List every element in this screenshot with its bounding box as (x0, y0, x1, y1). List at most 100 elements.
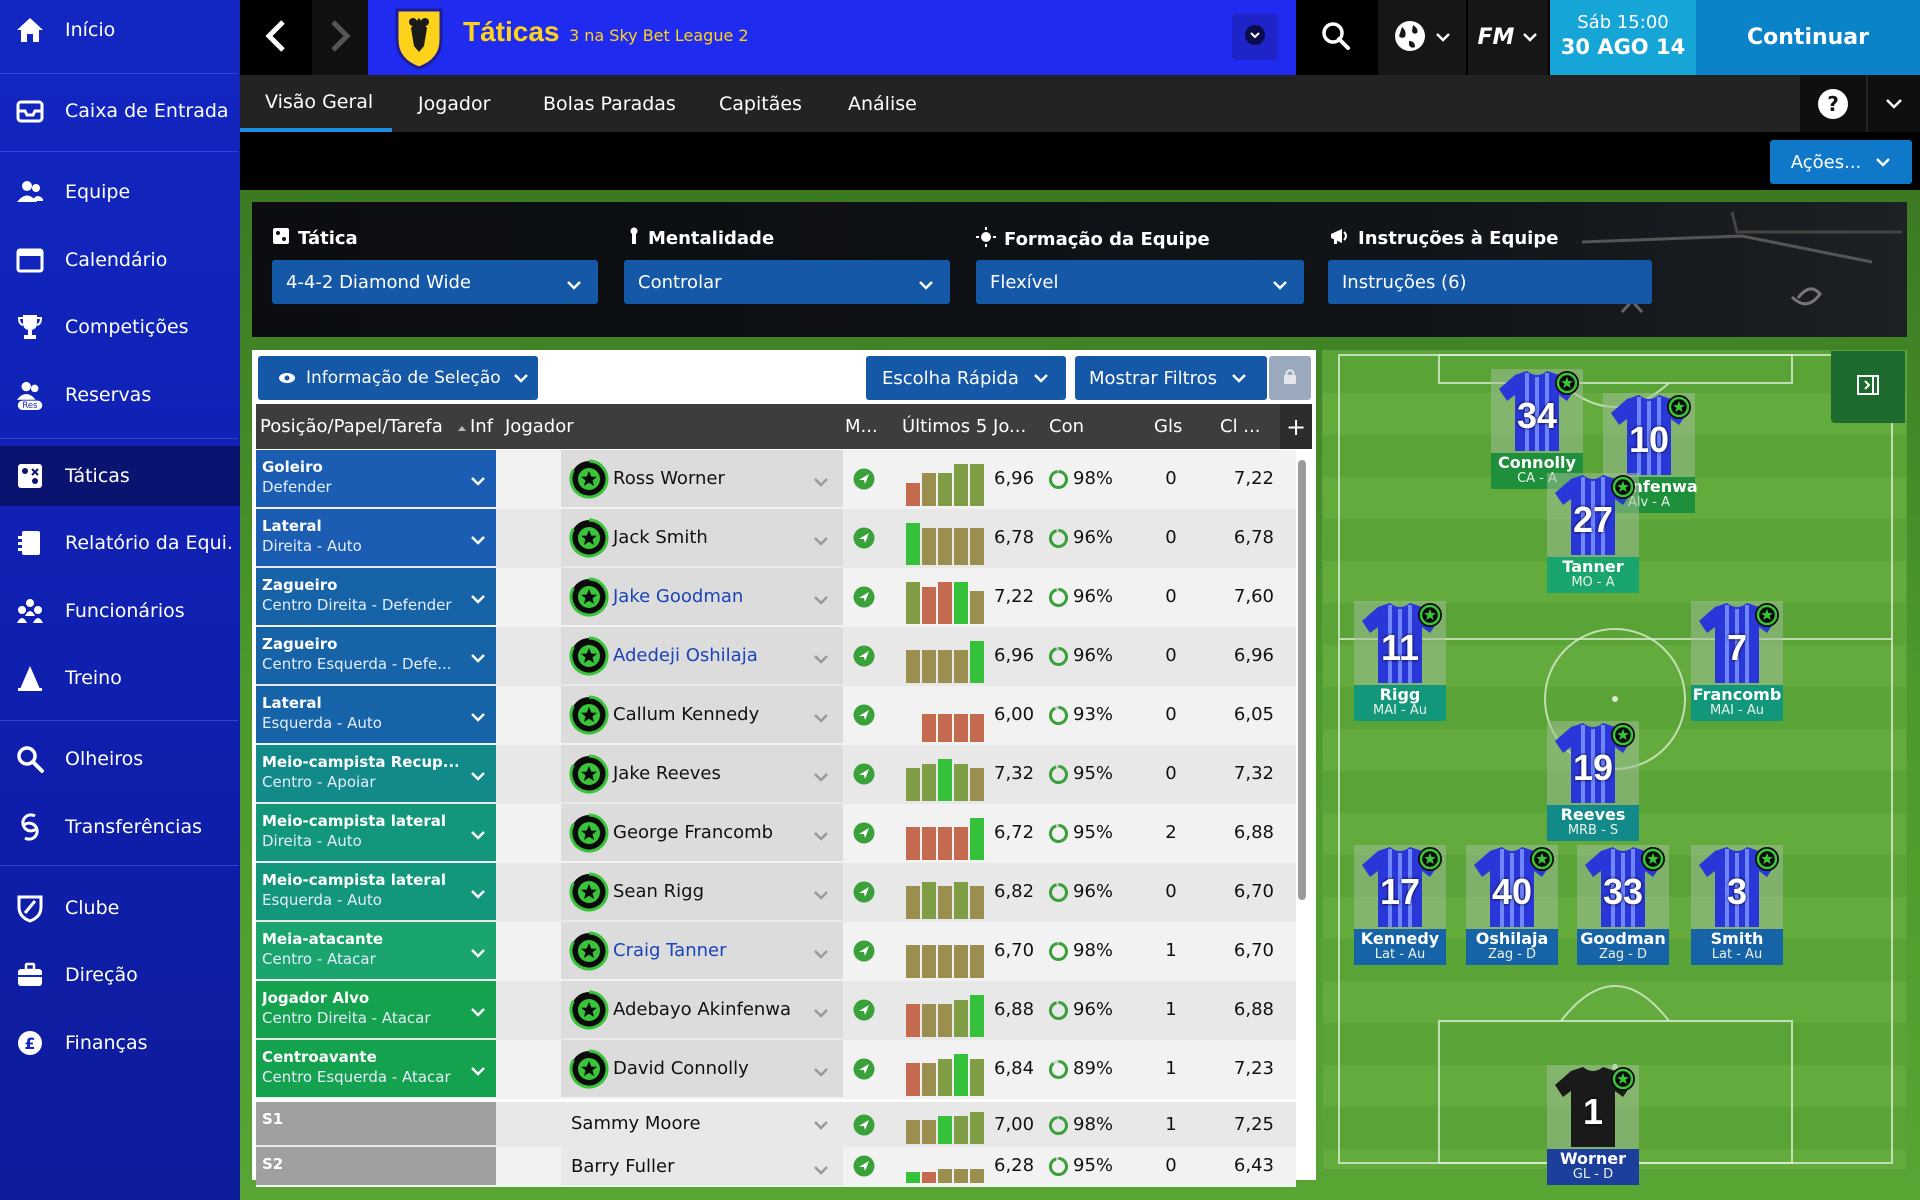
player-name[interactable]: David Connolly (613, 1058, 749, 1079)
player-selector[interactable]: David Connolly (561, 1040, 843, 1097)
table-row[interactable]: Meio-campista Recup... Centro - Apoiar Jak… (256, 745, 1296, 804)
table-row[interactable]: Meia-atacante Centro - Atacar Craig Tanner… (256, 922, 1296, 981)
table-row[interactable]: Lateral Direita - Auto Jack Smith 6,78 96% 0 6… (256, 509, 1296, 568)
player-name[interactable]: Jake Reeves (613, 763, 721, 784)
pitch-player[interactable]: 27 Tanner MO - A (1547, 473, 1639, 593)
team-instructions-button[interactable]: Instruções (6) (1328, 260, 1652, 304)
player-selector[interactable]: Callum Kennedy (561, 686, 843, 743)
back-button[interactable] (240, 0, 312, 75)
table-scrollbar[interactable] (1298, 460, 1306, 900)
team-shape-select[interactable]: Flexível (976, 260, 1304, 304)
position-role-selector[interactable]: Jogador Alvo Centro Direita - Atacar (256, 981, 496, 1038)
col-morale[interactable]: M... (845, 416, 878, 437)
help-menu-button[interactable] (1868, 75, 1920, 132)
position-role-selector[interactable]: Meia-atacante Centro - Atacar (256, 922, 496, 979)
player-name[interactable]: Ross Worner (613, 468, 725, 489)
selection-info-dropdown[interactable]: Informação de Seleção (258, 356, 538, 400)
player-selector[interactable]: Barry Fuller (561, 1147, 843, 1185)
sidebar-item-olheiros[interactable]: Olheiros (0, 729, 240, 789)
col-player[interactable]: Jogador (505, 416, 574, 437)
player-selector[interactable]: Jake Goodman (561, 568, 843, 625)
tab-jogador[interactable]: Jogador (418, 92, 491, 115)
sidebar-item-inicio[interactable]: Início (0, 0, 240, 60)
player-selector[interactable]: Sammy Moore (561, 1102, 843, 1145)
sidebar-item-treino[interactable]: Treino (0, 648, 240, 708)
col-condition[interactable]: Con (1049, 416, 1084, 437)
tactic-select[interactable]: 4-4-2 Diamond Wide (272, 260, 598, 304)
position-role-selector[interactable]: Lateral Esquerda - Auto (256, 686, 496, 743)
table-row[interactable]: Centroavante Centro Esquerda - Atacar Davi… (256, 1040, 1296, 1099)
position-role-selector[interactable]: Meio-campista lateral Esquerda - Auto (256, 863, 496, 920)
player-name[interactable]: Barry Fuller (571, 1155, 675, 1177)
player-name[interactable]: Jake Goodman (613, 586, 744, 607)
player-selector[interactable]: Ross Worner (561, 450, 843, 507)
lock-button[interactable] (1269, 356, 1311, 400)
pitch-player[interactable]: 34 Connolly CA - A (1491, 369, 1583, 489)
pitch-player[interactable]: 33 Goodman Zag - D (1577, 845, 1669, 965)
col-inf[interactable]: Inf (470, 416, 494, 437)
position-role-selector[interactable]: Goleiro Defender (256, 450, 496, 507)
sidebar-item-direcao[interactable]: Direção (0, 945, 240, 1005)
position-role-selector[interactable]: Zagueiro Centro Direita - Defender (256, 568, 496, 625)
player-selector[interactable]: Sean Rigg (561, 863, 843, 920)
player-name[interactable]: Adebayo Akinfenwa (613, 999, 792, 1020)
pitch-player[interactable]: 7 Francomb MAI - Au (1691, 601, 1783, 721)
player-name[interactable]: Craig Tanner (613, 940, 727, 961)
sidebar-item-inbox[interactable]: Caixa de Entrada (0, 81, 240, 141)
position-role-selector[interactable]: Lateral Direita - Auto (256, 509, 496, 566)
player-name[interactable]: Adedeji Oshilaja (613, 645, 758, 666)
sidebar-item-financas[interactable]: £ Finanças (0, 1013, 240, 1073)
club-dropdown-button[interactable] (1232, 14, 1278, 60)
sidebar-item-clube[interactable]: Clube (0, 878, 240, 938)
table-row[interactable]: Lateral Esquerda - Auto Callum Kennedy 6,00… (256, 686, 1296, 745)
pitch-player[interactable]: 10 Akinfenwa Alv - A (1603, 393, 1698, 513)
sidebar-item-reservas[interactable]: Res Reservas (0, 365, 240, 425)
sidebar-item-equipe[interactable]: Equipe (0, 162, 240, 222)
pitch-player[interactable]: 19 Reeves MRB - S (1547, 721, 1639, 841)
position-role-selector[interactable]: Meio-campista lateral Direita - Auto (256, 804, 496, 861)
player-selector[interactable]: Jake Reeves (561, 745, 843, 802)
col-rating[interactable]: Cl ... (1220, 416, 1261, 437)
mentality-select[interactable]: Controlar (624, 260, 950, 304)
col-goals[interactable]: Gls (1154, 416, 1183, 437)
add-column-button[interactable]: + (1280, 404, 1312, 449)
player-selector[interactable]: Jack Smith (561, 509, 843, 566)
position-role-selector[interactable]: S2 (256, 1147, 496, 1185)
player-name[interactable]: Sean Rigg (613, 881, 705, 902)
sidebar-item-taticas[interactable]: Táticas (0, 446, 240, 506)
pitch-player[interactable]: 17 Kennedy Lat - Au (1354, 845, 1446, 965)
table-row[interactable]: Zagueiro Centro Esquerda - Defe... Adedeji… (256, 627, 1296, 686)
player-selector[interactable]: Adedeji Oshilaja (561, 627, 843, 684)
forward-button[interactable] (312, 0, 368, 75)
sidebar-item-relatorio[interactable]: Relatório da Equi... (0, 513, 240, 573)
player-name[interactable]: Sammy Moore (571, 1113, 701, 1134)
position-role-selector[interactable]: S1 (256, 1102, 496, 1145)
table-row[interactable]: Meio-campista lateral Direita - Auto Georg… (256, 804, 1296, 863)
table-row[interactable]: S2 Barry Fuller 6,28 95% 0 6,43 (256, 1147, 1296, 1187)
position-role-selector[interactable]: Centroavante Centro Esquerda - Atacar (256, 1040, 496, 1097)
pitch-panel-toggle[interactable] (1831, 351, 1905, 423)
table-row[interactable]: Meio-campista lateral Esquerda - Auto Sean… (256, 863, 1296, 922)
table-row[interactable]: S1 Sammy Moore 7,00 98% 1 7,25 (256, 1102, 1296, 1147)
search-button[interactable] (1296, 0, 1376, 75)
position-role-selector[interactable]: Zagueiro Centro Esquerda - Defe... (256, 627, 496, 684)
actions-button[interactable]: Ações... (1770, 140, 1912, 184)
player-name[interactable]: Callum Kennedy (613, 704, 760, 725)
tab-visao-geral[interactable]: Visão Geral (240, 75, 392, 132)
sidebar-item-transferencias[interactable]: Transferências (0, 797, 240, 857)
tab-analise[interactable]: Análise (848, 92, 917, 115)
player-selector[interactable]: George Francomb (561, 804, 843, 861)
tab-capitaes[interactable]: Capitães (719, 92, 802, 115)
pitch-player[interactable]: 40 Oshilaja Zag - D (1466, 845, 1558, 965)
sidebar-item-calendario[interactable]: Calendário (0, 230, 240, 290)
table-row[interactable]: Jogador Alvo Centro Direita - Atacar Adeba… (256, 981, 1296, 1040)
col-position[interactable]: Posição/Papel/Tarefa (260, 404, 467, 449)
fm-menu-button[interactable]: FM (1468, 0, 1548, 75)
player-name[interactable]: George Francomb (613, 822, 774, 843)
quick-pick-dropdown[interactable]: Escolha Rápida (866, 356, 1066, 400)
pitch-player[interactable]: 11 Rigg MAI - Au (1354, 601, 1446, 721)
sidebar-item-funcionarios[interactable]: Funcionários (0, 581, 240, 641)
player-selector[interactable]: Craig Tanner (561, 922, 843, 979)
sidebar-item-competicoes[interactable]: Competições (0, 297, 240, 357)
tab-bolas-paradas[interactable]: Bolas Paradas (543, 92, 676, 115)
